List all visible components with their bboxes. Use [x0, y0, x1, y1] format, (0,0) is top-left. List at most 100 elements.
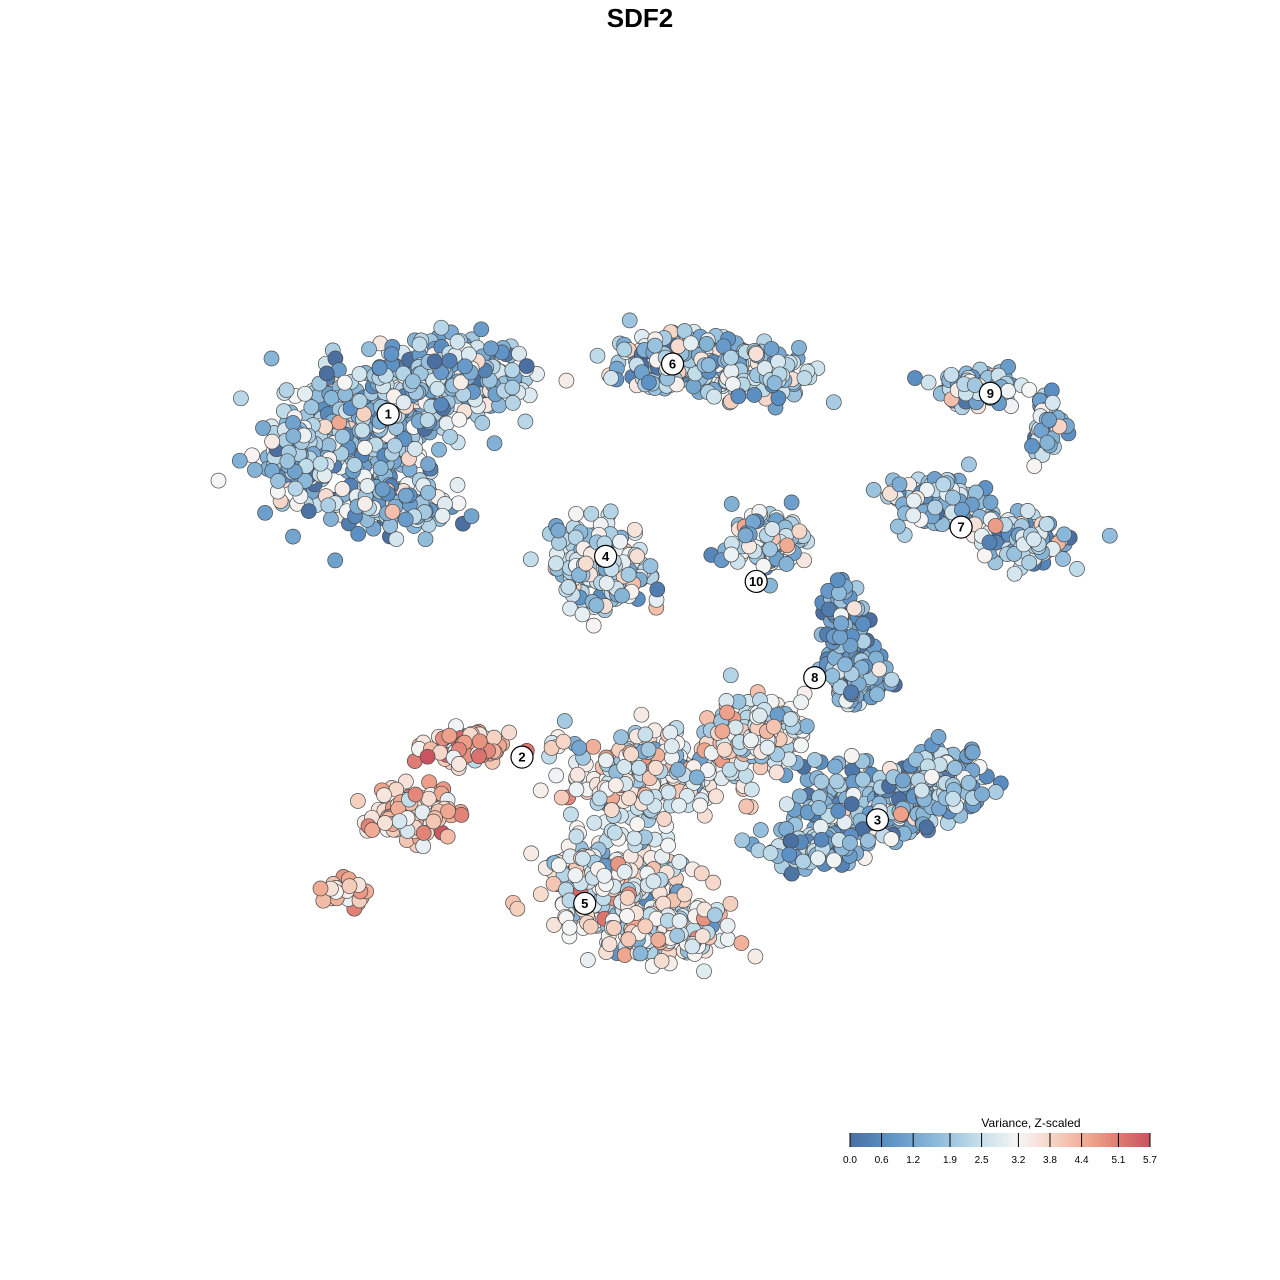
data-point [987, 517, 1004, 534]
legend-tick-label: 1.2 [906, 1155, 920, 1166]
data-point [431, 441, 447, 458]
data-point [327, 552, 344, 569]
data-point [555, 733, 572, 750]
data-point [987, 784, 1004, 800]
data-point [1025, 531, 1042, 548]
data-point [783, 833, 799, 849]
data-point [699, 762, 716, 778]
legend: Variance, Z-scaled 0.0 0.6 1.2 1.9 2.5 3.2 3.8… [843, 1116, 1157, 1166]
data-point [441, 352, 458, 369]
data-point [629, 816, 646, 832]
data-point [612, 533, 628, 550]
data-point [550, 857, 567, 874]
data-point [1056, 526, 1073, 543]
data-point [843, 796, 860, 812]
cluster-label-text: 6 [669, 357, 676, 372]
data-point [486, 729, 502, 746]
cluster-label-8: 8 [803, 666, 827, 690]
data-point [743, 732, 759, 749]
data-point [918, 819, 935, 836]
data-point [637, 726, 654, 743]
data-point [451, 411, 468, 428]
cluster-label-bubble [744, 569, 768, 594]
data-point [883, 671, 900, 688]
data-point [684, 938, 701, 955]
data-point [351, 393, 368, 409]
data-point [676, 323, 693, 339]
data-point [483, 340, 499, 357]
data-point [580, 952, 596, 968]
data-point [637, 918, 654, 935]
data-point [662, 724, 679, 741]
data-point [568, 781, 585, 798]
data-point [768, 764, 785, 781]
data-point [287, 480, 304, 497]
data-point [303, 399, 320, 415]
data-point [778, 796, 795, 813]
legend-tick-label: 1.9 [943, 1155, 957, 1166]
data-point [913, 782, 930, 799]
data-point [743, 781, 760, 798]
data-point [779, 537, 796, 554]
data-point [607, 777, 624, 794]
data-point [650, 931, 667, 948]
data-point [883, 831, 900, 847]
data-point [546, 917, 562, 933]
data-point [738, 798, 755, 815]
data-point [796, 370, 813, 386]
data-point [420, 456, 436, 473]
data-point [384, 503, 401, 520]
data-point [954, 501, 970, 518]
data-point [523, 845, 540, 862]
data-point [279, 453, 296, 470]
data-point [723, 496, 740, 512]
data-point [511, 345, 527, 362]
data-point [1006, 546, 1023, 562]
data-point [415, 838, 432, 855]
data-point [737, 527, 754, 544]
data-point [855, 771, 871, 788]
data-point [752, 822, 769, 838]
data-point [312, 455, 329, 472]
data-point [596, 867, 613, 884]
data-point [556, 713, 573, 729]
data-point [210, 472, 227, 489]
data-point [619, 908, 635, 924]
data-point [419, 412, 436, 428]
data-point [719, 931, 736, 947]
data-point [257, 504, 273, 521]
data-point [1006, 565, 1023, 582]
data-point [693, 865, 710, 882]
data-point [719, 704, 735, 721]
data-point [357, 440, 373, 456]
data-point [746, 387, 763, 403]
data-point [855, 616, 871, 632]
data-point [583, 505, 600, 522]
data-point [943, 366, 960, 383]
cluster-label-1: 1 [376, 402, 400, 426]
data-point [947, 760, 963, 776]
data-point [588, 597, 605, 614]
data-point [895, 772, 911, 789]
data-point [869, 686, 885, 703]
cluster-label-9: 9 [978, 381, 1002, 405]
data-point [716, 741, 733, 758]
data-point [905, 492, 922, 509]
data-point [522, 551, 539, 568]
data-point [765, 718, 782, 735]
data-point [383, 346, 400, 362]
legend-title: Variance, Z-scaled [981, 1116, 1080, 1130]
data-point [698, 336, 715, 352]
legend-ticks: 0.0 0.6 1.2 1.9 2.5 3.2 3.8 4.4 5.1 5.7 [843, 1133, 1157, 1166]
data-point [441, 727, 458, 744]
data-point [334, 481, 351, 497]
data-point [351, 366, 368, 382]
data-point [927, 499, 943, 516]
cluster-label-text: 7 [957, 520, 964, 535]
data-point [350, 793, 366, 809]
data-point [640, 741, 657, 758]
data-point [285, 415, 301, 431]
cluster-label-6: 6 [660, 352, 685, 376]
cluster-label-bubble [376, 402, 400, 426]
data-point [842, 835, 858, 851]
